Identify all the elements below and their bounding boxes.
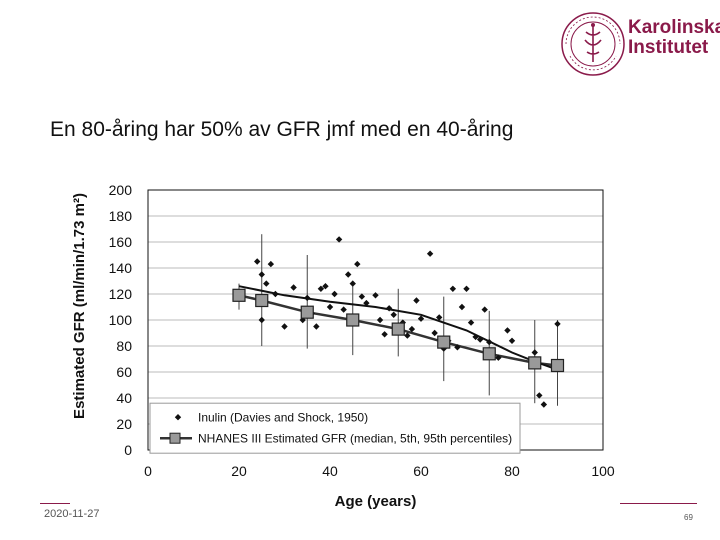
inulin-point — [449, 285, 457, 292]
inulin-point — [254, 258, 261, 265]
inulin-point — [322, 283, 329, 290]
y-tick-label: 40 — [116, 390, 132, 406]
y-tick-labels: 0 20 40 60 80 100 120 140 160 180 200 — [109, 182, 133, 458]
inulin-point — [304, 294, 311, 302]
karolinska-logo — [560, 10, 710, 78]
inulin-point — [458, 303, 466, 311]
y-tick-label: 20 — [116, 416, 132, 432]
inulin-point — [404, 332, 411, 339]
seal-icon — [561, 12, 625, 76]
y-tick-label: 80 — [116, 338, 132, 354]
nhanes-median-marker — [346, 313, 360, 327]
footer-rule-left — [40, 503, 70, 504]
y-axis-label: Estimated GFR (ml/min/1.73 m²) — [71, 193, 88, 419]
inulin-point — [554, 320, 561, 328]
inulin-point — [331, 290, 338, 298]
logo-line1: Karolinska — [628, 17, 720, 38]
y-tick-label: 180 — [109, 208, 133, 224]
y-tick-label: 160 — [109, 234, 133, 250]
inulin-point — [472, 333, 479, 341]
inulin-point — [436, 314, 443, 321]
inulin-point — [413, 297, 420, 304]
inulin-point — [345, 271, 352, 278]
inulin-point — [454, 344, 461, 351]
inulin-point — [467, 319, 475, 326]
x-tick-label: 60 — [413, 463, 429, 479]
nhanes-median-marker — [391, 322, 405, 336]
x-tick-label: 20 — [231, 463, 247, 479]
x-tick-label: 0 — [144, 463, 152, 479]
x-axis-label: Age (years) — [335, 493, 417, 510]
legend-nhanes-marker — [169, 432, 181, 444]
inulin-point — [481, 306, 488, 313]
logo-wordmark: Karolinska Institutet — [628, 18, 720, 58]
inulin-point — [263, 280, 270, 287]
inulin-point — [385, 305, 393, 312]
inulin-point — [540, 401, 548, 408]
chart-legend: Inulin (Davies and Shock, 1950) NHANES II… — [149, 402, 521, 454]
inulin-point — [372, 292, 379, 299]
x-tick-label: 100 — [591, 463, 615, 479]
inulin-point — [358, 293, 366, 300]
inulin-point — [431, 329, 438, 337]
inulin-point — [258, 271, 265, 278]
gfr-age-chart: 0 20 40 60 80 100 120 140 160 180 200 0 20 40 60 80 100… — [71, 182, 615, 510]
inulin-point — [508, 337, 516, 344]
inulin-point — [281, 323, 288, 330]
legend-inulin-marker — [174, 414, 182, 421]
inulin-point — [313, 323, 320, 330]
median-markers — [232, 288, 565, 373]
y-tick-label: 60 — [116, 364, 132, 380]
slide-title: En 80-åring har 50% av GFR jmf med en 40… — [50, 118, 514, 141]
inulin-point — [290, 284, 297, 291]
nhanes-median-marker — [482, 347, 496, 361]
nhanes-median-marker — [300, 305, 314, 319]
footer-date: 2020-11-27 — [44, 508, 100, 520]
page-number: 69 — [684, 513, 693, 522]
scatter-points — [254, 236, 561, 408]
nhanes-median-marker — [550, 358, 565, 373]
inulin-point — [476, 336, 484, 343]
x-tick-label: 80 — [504, 463, 520, 479]
inulin-point — [349, 280, 356, 287]
inulin-point — [504, 327, 511, 334]
legend-nhanes-label: NHANES III Estimated GFR (median, 5th, 9… — [198, 432, 512, 446]
inulin-point — [267, 260, 275, 268]
inulin-point — [426, 250, 434, 257]
inulin-point — [417, 315, 425, 322]
nhanes-median-marker — [528, 356, 542, 370]
y-tick-label: 100 — [109, 312, 133, 328]
nhanes-median-marker — [255, 293, 269, 308]
inulin-point — [408, 325, 416, 333]
inulin-point — [363, 299, 370, 307]
footer-rule-right — [620, 503, 697, 504]
inulin-point — [486, 338, 493, 346]
nhanes-median-marker — [437, 335, 451, 349]
inulin-point — [531, 349, 538, 356]
inulin-point — [463, 285, 470, 292]
legend-inulin-label: Inulin (Davies and Shock, 1950) — [198, 411, 368, 425]
x-tick-label: 40 — [322, 463, 338, 479]
legend-box — [149, 402, 521, 454]
y-tick-label: 0 — [124, 442, 132, 458]
inulin-point — [258, 316, 265, 324]
inulin-point — [376, 316, 384, 324]
y-tick-label: 200 — [109, 182, 133, 198]
inulin-point — [326, 303, 334, 311]
y-tick-label: 140 — [109, 260, 133, 276]
nhanes-median-marker — [232, 288, 246, 302]
inulin-point — [335, 236, 343, 243]
inulin-point — [354, 260, 361, 268]
inulin-point — [317, 285, 325, 292]
logo-line2: Institutet — [628, 37, 709, 58]
x-tick-labels: 0 20 40 60 80 100 — [144, 463, 615, 479]
inulin-point — [495, 354, 502, 361]
inulin-point — [381, 331, 388, 338]
y-tick-label: 120 — [109, 286, 133, 302]
inulin-point — [390, 311, 397, 318]
inulin-trend-line — [238, 285, 554, 370]
inulin-point — [340, 306, 347, 313]
inulin-point — [272, 290, 279, 298]
